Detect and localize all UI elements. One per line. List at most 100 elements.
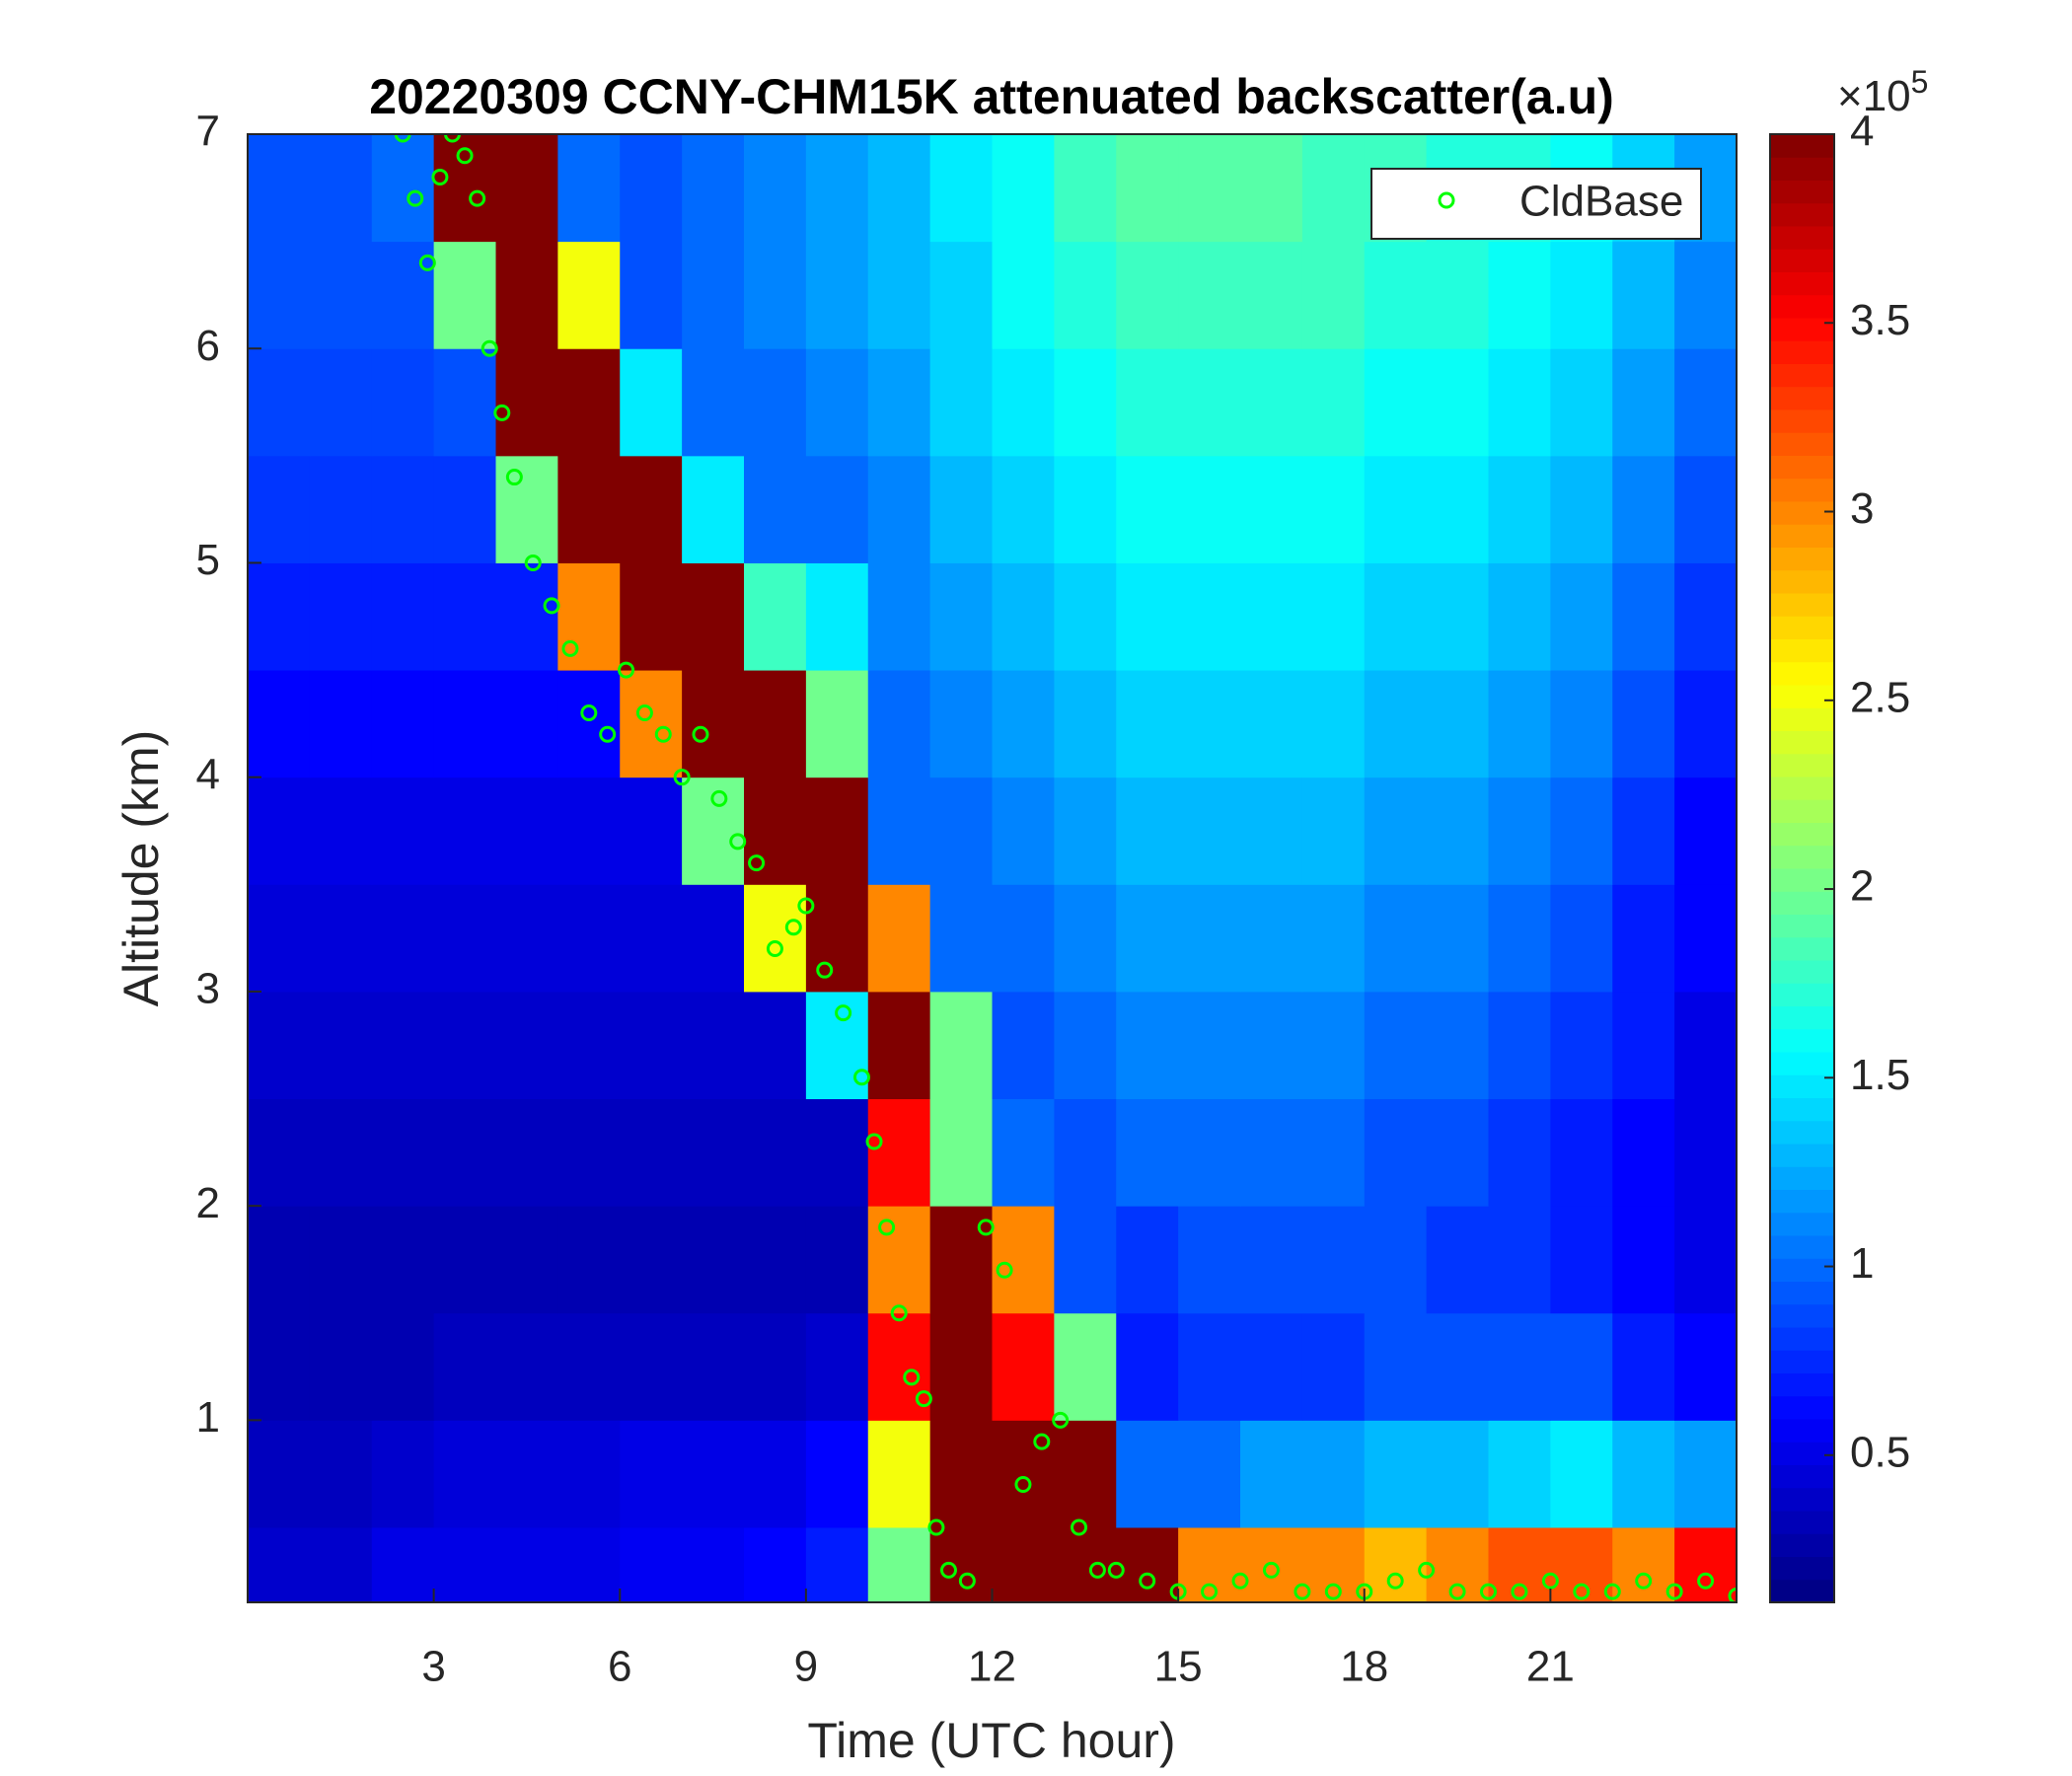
heatmap-cell xyxy=(1488,1206,1551,1314)
heatmap-cell xyxy=(248,1420,311,1528)
heatmap-cell xyxy=(929,1526,993,1602)
colorbar-swatch xyxy=(1770,501,1834,525)
heatmap-cell xyxy=(1240,1312,1303,1421)
heatmap-cell xyxy=(620,455,683,563)
heatmap-cell xyxy=(682,991,745,1100)
colorbar-swatch xyxy=(1770,524,1834,548)
heatmap-cell xyxy=(1426,1206,1489,1314)
heatmap-cell xyxy=(867,884,931,993)
heatmap-cell xyxy=(805,1206,869,1314)
y-tick-label: 2 xyxy=(196,1179,220,1227)
heatmap-cell xyxy=(248,1206,311,1314)
cloud-base-point xyxy=(1541,1572,1559,1590)
y-tick-label: 7 xyxy=(196,108,220,156)
heatmap-cell xyxy=(867,562,931,671)
heatmap-cell xyxy=(744,455,807,563)
heatmap-cell xyxy=(309,777,373,885)
heatmap-cell xyxy=(805,777,869,885)
cloud-base-point xyxy=(673,769,691,786)
heatmap-cell xyxy=(1240,348,1303,457)
heatmap-cell xyxy=(495,1420,558,1528)
heatmap-cell xyxy=(1488,1526,1551,1602)
heatmap-cell xyxy=(371,241,435,349)
heatmap-cell xyxy=(433,1312,496,1421)
heatmap-cell xyxy=(1488,670,1551,778)
heatmap-cell xyxy=(248,670,311,778)
heatmap-cell xyxy=(433,1206,496,1314)
chart-title: 20220309 CCNY-CHM15K attenuated backscat… xyxy=(369,69,1614,124)
heatmap-cell xyxy=(1301,562,1366,671)
heatmap-cell xyxy=(1550,670,1613,778)
heatmap-cell xyxy=(557,134,621,243)
cloud-base-point xyxy=(618,661,635,679)
heatmap-cell xyxy=(867,670,931,778)
heatmap-cell xyxy=(682,1420,745,1528)
heatmap-cell xyxy=(1488,562,1551,671)
cloud-base-point xyxy=(1014,1476,1032,1494)
heatmap-cell xyxy=(1488,884,1551,993)
heatmap-cell xyxy=(1674,1420,1737,1528)
heatmap-cell xyxy=(433,348,496,457)
heatmap-cell xyxy=(248,1098,311,1207)
heatmap-cell xyxy=(1674,991,1737,1100)
heatmap-cell xyxy=(1116,991,1179,1100)
heatmap-cell xyxy=(682,134,745,243)
heatmap-cell xyxy=(1550,884,1613,993)
heatmap-cell xyxy=(867,348,931,457)
heatmap-cell xyxy=(1364,455,1428,563)
cloud-base-point xyxy=(890,1304,908,1322)
heatmap-cell xyxy=(495,991,558,1100)
heatmap-cell xyxy=(1674,1098,1737,1207)
heatmap-cell xyxy=(992,1098,1055,1207)
heatmap-cell xyxy=(1674,241,1737,349)
cloud-base-point xyxy=(1386,1572,1404,1590)
heatmap-cell xyxy=(1364,1420,1428,1528)
heatmap-cell xyxy=(805,1098,869,1207)
colorbar-exponent: ×105 xyxy=(1837,64,1928,119)
heatmap-cell xyxy=(1116,1526,1179,1602)
legend-label: CldBase xyxy=(1519,178,1683,226)
heatmap-cell xyxy=(620,884,683,993)
heatmap-cell xyxy=(557,991,621,1100)
colorbar-swatch xyxy=(1770,1556,1834,1581)
heatmap-cell xyxy=(1426,1420,1489,1528)
heatmap-cell xyxy=(1550,1206,1613,1314)
heatmap-cell xyxy=(1364,562,1428,671)
heatmap-cell xyxy=(1178,1098,1241,1207)
heatmap-cell xyxy=(557,670,621,778)
heatmap-cell xyxy=(744,241,807,349)
heatmap-cell xyxy=(1612,1206,1675,1314)
heatmap-cell xyxy=(1116,884,1179,993)
heatmap-cell xyxy=(867,991,931,1100)
cloud-base-point xyxy=(1139,1572,1156,1590)
heatmap-cell xyxy=(1612,670,1675,778)
heatmap-cell xyxy=(744,348,807,457)
cloud-base-point xyxy=(1480,1583,1497,1600)
heatmap-cell xyxy=(620,777,683,885)
cloud-base-point xyxy=(580,704,598,722)
cloud-base-point xyxy=(784,919,802,936)
colorbar-swatch xyxy=(1770,202,1834,227)
colorbar-swatch xyxy=(1770,1487,1834,1512)
heatmap-cell xyxy=(1301,884,1366,993)
heatmap-cell xyxy=(248,455,311,563)
heatmap-cell xyxy=(744,562,807,671)
heatmap-cell xyxy=(433,1526,496,1602)
heatmap-cell xyxy=(1054,562,1117,671)
colorbar-tick-label: 1 xyxy=(1850,1239,1874,1288)
heatmap-cell xyxy=(1178,884,1241,993)
heatmap-cell xyxy=(371,670,435,778)
cloud-base-point xyxy=(996,1261,1013,1279)
heatmap-cell xyxy=(248,562,311,671)
heatmap-cell xyxy=(1426,562,1489,671)
heatmap-cell xyxy=(992,1420,1055,1528)
heatmap-cell xyxy=(309,991,373,1100)
heatmap-cell xyxy=(682,562,745,671)
heatmap-cell xyxy=(744,134,807,243)
heatmap-cell xyxy=(248,884,311,993)
cloud-base-point xyxy=(1294,1583,1311,1600)
heatmap-cell xyxy=(867,1098,931,1207)
colorbar-swatch xyxy=(1770,1097,1834,1122)
heatmap-cell xyxy=(1550,348,1613,457)
